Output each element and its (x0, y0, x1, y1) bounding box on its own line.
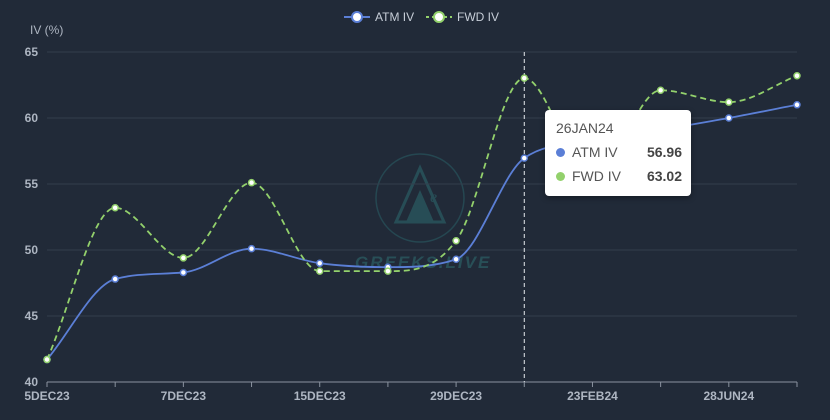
legend-label: FWD IV (457, 10, 499, 24)
y-tick-label: 60 (25, 111, 39, 125)
x-tick-label: 28JUN24 (703, 389, 754, 403)
tooltip: 26JAN24 ATM IV 56.96 FWD IV 63.02 (545, 110, 691, 196)
x-tick-label: 29DEC23 (430, 389, 482, 403)
legend-label: ATM IV (375, 10, 414, 24)
fwd-iv-point[interactable] (520, 74, 529, 82)
x-tick-label: 15DEC23 (294, 389, 346, 403)
watermark-logo: e GREEKS.LIVE (355, 153, 491, 272)
tooltip-series-value: 63.02 (646, 168, 682, 184)
atm-iv-marker-icon (556, 148, 565, 157)
fwd-iv-point[interactable] (452, 237, 460, 245)
svg-text:e: e (430, 189, 437, 206)
atm-iv-point[interactable] (179, 268, 188, 277)
atm-iv-point[interactable] (452, 255, 460, 263)
fwd-iv-marker-icon (556, 172, 565, 181)
fwd-iv-point[interactable] (315, 267, 324, 275)
x-tick-label: 5DEC23 (24, 389, 70, 403)
y-tick-label: 50 (25, 243, 39, 257)
fwd-iv-point[interactable] (384, 267, 392, 275)
atm-iv-point[interactable] (725, 114, 733, 122)
fwd-iv-line (46, 74, 798, 360)
fwd-iv-point[interactable] (43, 355, 51, 364)
y-tick-label: 55 (25, 177, 39, 191)
x-tick-label: 23FEB24 (567, 389, 618, 403)
tooltip-row-fwd: FWD IV 63.02 (556, 168, 682, 186)
fwd-iv-point[interactable] (656, 86, 665, 95)
fwd-iv-point[interactable] (111, 204, 119, 212)
x-axis: 5DEC23 7DEC23 15DEC23 29DEC23 23FEB24 28JUN24 (24, 381, 798, 403)
legend-marker-icon (433, 11, 445, 23)
tooltip-series-name: FWD IV (572, 168, 621, 184)
legend-item-atm-iv[interactable]: ATM IV (344, 10, 414, 24)
tooltip-row-atm: ATM IV 56.96 (556, 144, 682, 162)
fwd-iv-point[interactable] (247, 178, 256, 187)
atm-iv-point[interactable] (111, 275, 119, 283)
fwd-iv-point[interactable] (179, 254, 188, 262)
legend-item-fwd-iv[interactable]: FWD IV (426, 10, 499, 24)
tooltip-series-value: 56.96 (646, 144, 682, 160)
tooltip-title: 26JAN24 (556, 120, 614, 136)
atm-iv-point[interactable] (520, 154, 529, 162)
y-tick-label: 65 (25, 45, 39, 59)
legend[interactable]: ATM IV FWD IV (344, 10, 499, 24)
y-tick-label: 45 (25, 309, 39, 323)
atm-iv-point[interactable] (793, 101, 801, 109)
legend-marker-icon (351, 11, 363, 23)
fwd-iv-point[interactable] (725, 98, 733, 106)
atm-iv-point[interactable] (247, 244, 256, 253)
watermark-text: GREEKS.LIVE (355, 253, 491, 272)
y-axis-label: IV (%) (30, 23, 63, 37)
y-axis: 40 45 50 55 60 65 (25, 45, 39, 389)
atm-iv-point[interactable] (315, 259, 324, 267)
y-tick-label: 40 (25, 375, 39, 389)
tooltip-series-name: ATM IV (572, 144, 618, 160)
fwd-iv-point[interactable] (793, 72, 801, 80)
x-tick-label: 7DEC23 (161, 389, 207, 403)
